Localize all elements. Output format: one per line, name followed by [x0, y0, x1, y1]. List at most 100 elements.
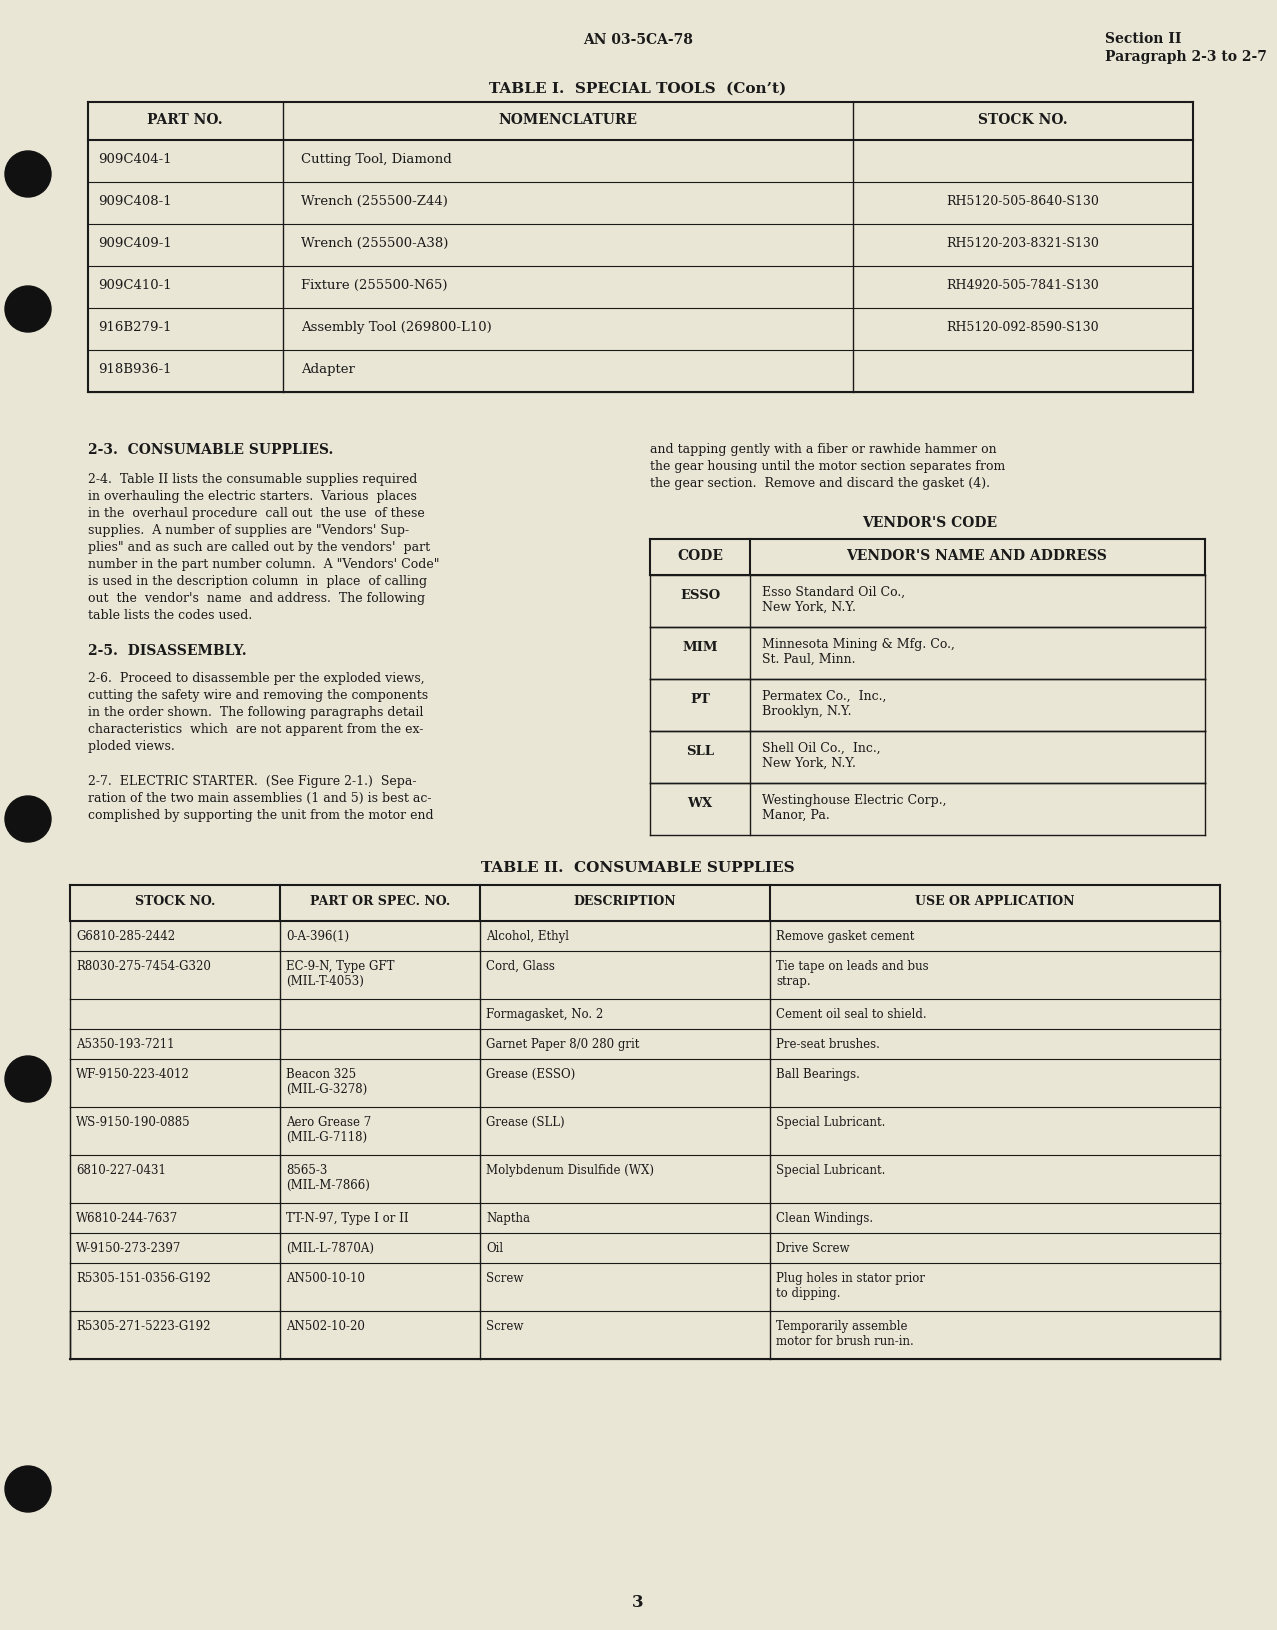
Text: ration of the two main assemblies (1 and 5) is best ac-: ration of the two main assemblies (1 and… — [88, 792, 432, 805]
Text: Remove gasket cement: Remove gasket cement — [776, 929, 914, 942]
Text: Adapter: Adapter — [301, 363, 355, 377]
Text: PART NO.: PART NO. — [147, 112, 222, 127]
Text: Garnet Paper 8/0 280 grit: Garnet Paper 8/0 280 grit — [487, 1037, 640, 1050]
Text: 2-7.  ELECTRIC STARTER.  (See Figure 2-1.)  Sepa-: 2-7. ELECTRIC STARTER. (See Figure 2-1.)… — [88, 774, 416, 787]
Text: 2-4.  Table II lists the consumable supplies required: 2-4. Table II lists the consumable suppl… — [88, 473, 418, 486]
Text: USE OR APPLICATION: USE OR APPLICATION — [916, 895, 1075, 908]
Text: R5305-151-0356-G192: R5305-151-0356-G192 — [77, 1271, 211, 1284]
Circle shape — [5, 1056, 51, 1102]
Text: Paragraph 2-3 to 2-7: Paragraph 2-3 to 2-7 — [1105, 51, 1267, 64]
Text: Formagasket, No. 2: Formagasket, No. 2 — [487, 1007, 603, 1020]
Circle shape — [5, 152, 51, 197]
Text: G6810-285-2442: G6810-285-2442 — [77, 929, 175, 942]
Text: complished by supporting the unit from the motor end: complished by supporting the unit from t… — [88, 808, 434, 822]
Text: Shell Oil Co.,  Inc.,
New York, N.Y.: Shell Oil Co., Inc., New York, N.Y. — [762, 742, 881, 769]
Text: supplies.  A number of supplies are "Vendors' Sup-: supplies. A number of supplies are "Vend… — [88, 523, 409, 536]
Text: VENDOR'S CODE: VENDOR'S CODE — [862, 515, 997, 530]
Text: RH5120-092-8590-S130: RH5120-092-8590-S130 — [946, 321, 1099, 334]
Text: 3: 3 — [632, 1594, 644, 1610]
Text: the gear housing until the motor section separates from: the gear housing until the motor section… — [650, 460, 1005, 473]
Text: 909C409-1: 909C409-1 — [98, 236, 171, 249]
Text: Pre-seat brushes.: Pre-seat brushes. — [776, 1037, 880, 1050]
Text: PART OR SPEC. NO.: PART OR SPEC. NO. — [310, 895, 450, 908]
Text: Section II: Section II — [1105, 33, 1181, 46]
Text: 0-A-396(1): 0-A-396(1) — [286, 929, 349, 942]
Text: 916B279-1: 916B279-1 — [98, 321, 171, 334]
Text: the gear section.  Remove and discard the gasket (4).: the gear section. Remove and discard the… — [650, 476, 990, 489]
Text: is used in the description column  in  place  of calling: is used in the description column in pla… — [88, 575, 427, 588]
Text: Westinghouse Electric Corp.,
Manor, Pa.: Westinghouse Electric Corp., Manor, Pa. — [762, 794, 946, 822]
Text: A5350-193-7211: A5350-193-7211 — [77, 1037, 175, 1050]
Text: Oil: Oil — [487, 1240, 503, 1253]
Text: ESSO: ESSO — [679, 588, 720, 601]
Text: 8565-3
(MIL-M-7866): 8565-3 (MIL-M-7866) — [286, 1164, 370, 1192]
Text: 909C408-1: 909C408-1 — [98, 196, 171, 209]
Text: STOCK NO.: STOCK NO. — [978, 112, 1068, 127]
Text: Drive Screw: Drive Screw — [776, 1240, 849, 1253]
Text: Esso Standard Oil Co.,
New York, N.Y.: Esso Standard Oil Co., New York, N.Y. — [762, 585, 905, 613]
Text: WS-9150-190-0885: WS-9150-190-0885 — [77, 1115, 190, 1128]
Text: 2-6.  Proceed to disassemble per the exploded views,: 2-6. Proceed to disassemble per the expl… — [88, 672, 425, 685]
Text: Plug holes in stator prior
to dipping.: Plug holes in stator prior to dipping. — [776, 1271, 925, 1299]
Text: MIM: MIM — [682, 641, 718, 654]
Text: R8030-275-7454-G320: R8030-275-7454-G320 — [77, 960, 211, 973]
Text: PT: PT — [690, 693, 710, 706]
Text: Cement oil seal to shield.: Cement oil seal to shield. — [776, 1007, 927, 1020]
Text: RH4920-505-7841-S130: RH4920-505-7841-S130 — [946, 279, 1099, 292]
Text: Ball Bearings.: Ball Bearings. — [776, 1068, 859, 1081]
Text: 918B936-1: 918B936-1 — [98, 363, 171, 377]
Circle shape — [5, 797, 51, 843]
Text: STOCK NO.: STOCK NO. — [135, 895, 216, 908]
Text: RH5120-203-8321-S130: RH5120-203-8321-S130 — [946, 236, 1099, 249]
Text: Grease (ESSO): Grease (ESSO) — [487, 1068, 575, 1081]
Text: Molybdenum Disulfide (WX): Molybdenum Disulfide (WX) — [487, 1164, 654, 1177]
Text: Special Lubricant.: Special Lubricant. — [776, 1115, 885, 1128]
Text: SLL: SLL — [686, 745, 714, 758]
Text: Minnesota Mining & Mfg. Co.,
St. Paul, Minn.: Minnesota Mining & Mfg. Co., St. Paul, M… — [762, 637, 955, 665]
Text: Clean Windings.: Clean Windings. — [776, 1211, 873, 1224]
Circle shape — [5, 287, 51, 333]
Text: NOMENCLATURE: NOMENCLATURE — [498, 112, 637, 127]
Text: Special Lubricant.: Special Lubricant. — [776, 1164, 885, 1177]
Text: in the order shown.  The following paragraphs detail: in the order shown. The following paragr… — [88, 706, 424, 719]
Text: out  the  vendor's  name  and address.  The following: out the vendor's name and address. The f… — [88, 592, 425, 605]
Text: 909C410-1: 909C410-1 — [98, 279, 171, 292]
Text: 909C404-1: 909C404-1 — [98, 153, 171, 166]
Text: R5305-271-5223-G192: R5305-271-5223-G192 — [77, 1319, 211, 1332]
Text: cutting the safety wire and removing the components: cutting the safety wire and removing the… — [88, 688, 428, 701]
Text: RH5120-505-8640-S130: RH5120-505-8640-S130 — [946, 196, 1099, 209]
Text: DESCRIPTION: DESCRIPTION — [573, 895, 677, 908]
Text: ploded views.: ploded views. — [88, 740, 175, 753]
Text: in the  overhaul procedure  call out  the use  of these: in the overhaul procedure call out the u… — [88, 507, 425, 520]
Text: AN500-10-10: AN500-10-10 — [286, 1271, 365, 1284]
Text: 2-3.  CONSUMABLE SUPPLIES.: 2-3. CONSUMABLE SUPPLIES. — [88, 443, 333, 456]
Text: Permatex Co.,  Inc.,
Brooklyn, N.Y.: Permatex Co., Inc., Brooklyn, N.Y. — [762, 689, 886, 717]
Text: TABLE I.  SPECIAL TOOLS  (Con’t): TABLE I. SPECIAL TOOLS (Con’t) — [489, 82, 787, 96]
Text: and tapping gently with a fiber or rawhide hammer on: and tapping gently with a fiber or rawhi… — [650, 443, 996, 456]
Text: number in the part number column.  A "Vendors' Code": number in the part number column. A "Ven… — [88, 557, 439, 570]
Text: Cord, Glass: Cord, Glass — [487, 960, 555, 973]
Text: AN 03-5CA-78: AN 03-5CA-78 — [584, 33, 693, 47]
Text: Wrench (255500-Z44): Wrench (255500-Z44) — [301, 196, 448, 209]
Text: Screw: Screw — [487, 1271, 524, 1284]
Text: (MIL-L-7870A): (MIL-L-7870A) — [286, 1240, 374, 1253]
Text: CODE: CODE — [677, 549, 723, 562]
Text: Assembly Tool (269800-L10): Assembly Tool (269800-L10) — [301, 321, 492, 334]
Text: Wrench (255500-A38): Wrench (255500-A38) — [301, 236, 448, 249]
Text: 2-5.  DISASSEMBLY.: 2-5. DISASSEMBLY. — [88, 644, 246, 657]
Text: Cutting Tool, Diamond: Cutting Tool, Diamond — [301, 153, 452, 166]
Text: Aero Grease 7
(MIL-G-7118): Aero Grease 7 (MIL-G-7118) — [286, 1115, 372, 1143]
Text: Alcohol, Ethyl: Alcohol, Ethyl — [487, 929, 570, 942]
Text: AN502-10-20: AN502-10-20 — [286, 1319, 365, 1332]
Text: VENDOR'S NAME AND ADDRESS: VENDOR'S NAME AND ADDRESS — [847, 549, 1107, 562]
Text: WF-9150-223-4012: WF-9150-223-4012 — [77, 1068, 190, 1081]
Text: Temporarily assemble
motor for brush run-in.: Temporarily assemble motor for brush run… — [776, 1319, 914, 1346]
Text: 6810-227-0431: 6810-227-0431 — [77, 1164, 166, 1177]
Text: in overhauling the electric starters.  Various  places: in overhauling the electric starters. Va… — [88, 489, 416, 502]
Circle shape — [5, 1465, 51, 1513]
Text: WX: WX — [687, 797, 713, 810]
Text: table lists the codes used.: table lists the codes used. — [88, 608, 253, 621]
Text: TABLE II.  CONSUMABLE SUPPLIES: TABLE II. CONSUMABLE SUPPLIES — [481, 861, 794, 874]
Text: Tie tape on leads and bus
strap.: Tie tape on leads and bus strap. — [776, 960, 928, 988]
Text: Grease (SLL): Grease (SLL) — [487, 1115, 564, 1128]
